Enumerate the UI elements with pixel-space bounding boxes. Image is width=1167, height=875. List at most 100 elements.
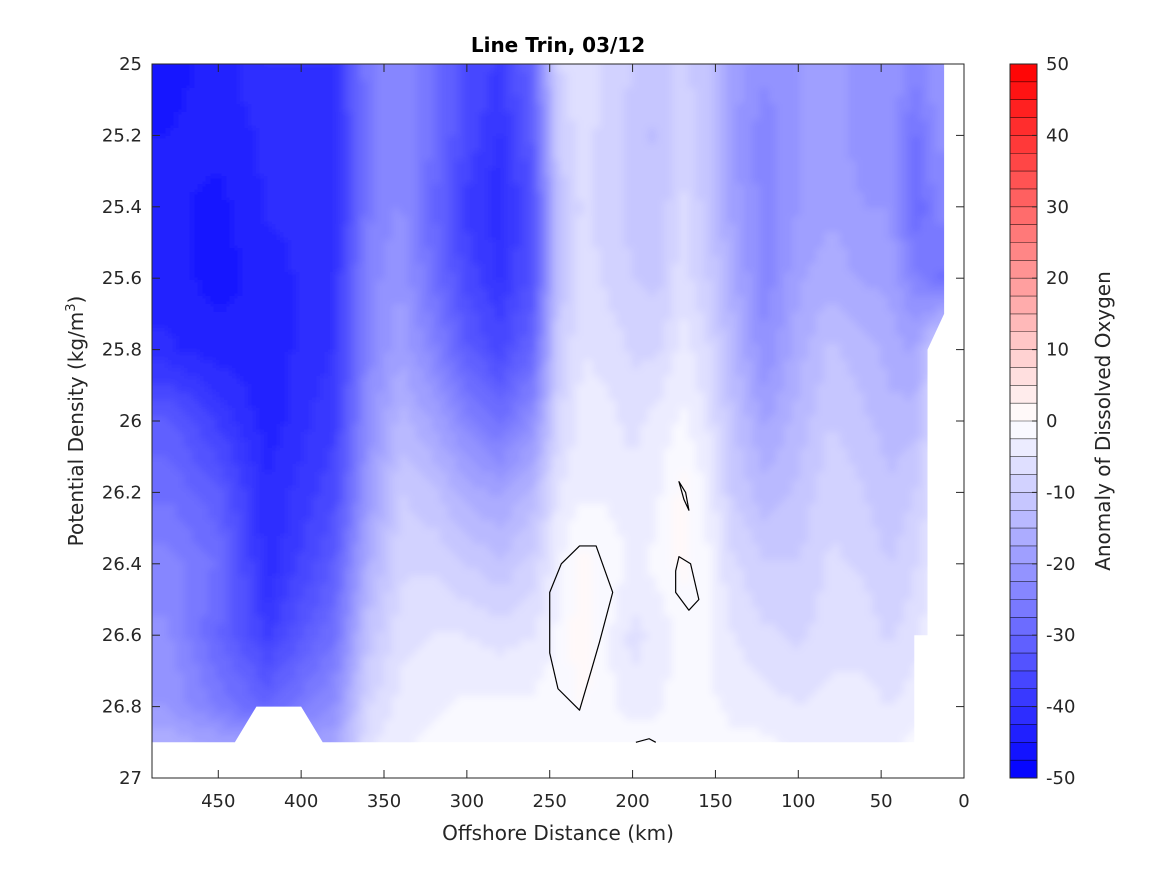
contour-cell (240, 208, 249, 217)
contour-cell (168, 264, 177, 273)
contour-cell (512, 216, 521, 225)
contour-cell (848, 256, 857, 265)
contour-cell (328, 88, 337, 97)
contour-cell (552, 336, 561, 345)
contour-cell (512, 224, 521, 233)
contour-cell (888, 272, 897, 281)
contour-cell (568, 112, 577, 121)
contour-cell (488, 288, 497, 297)
contour-cell (864, 72, 873, 81)
contour-cell (200, 392, 209, 401)
contour-cell (208, 152, 217, 161)
contour-cell (704, 280, 713, 289)
contour-cell (864, 104, 873, 113)
contour-cell (752, 64, 761, 73)
contour-cell (640, 240, 649, 249)
contour-cell (472, 184, 481, 193)
contour-cell (872, 208, 881, 217)
contour-cell (320, 80, 329, 89)
contour-cell (392, 432, 401, 441)
contour-cell (920, 128, 929, 137)
contour-cell (448, 160, 457, 169)
contour-cell (696, 64, 705, 73)
contour-cell (456, 208, 465, 217)
contour-cell (424, 208, 433, 217)
contour-cell (840, 400, 849, 409)
contour-cell (536, 144, 545, 153)
contour-cell (240, 368, 249, 377)
contour-cell (832, 296, 841, 305)
contour-cell (168, 232, 177, 241)
contour-cell (648, 64, 657, 73)
contour-cell (432, 152, 441, 161)
contour-cell (808, 416, 817, 425)
contour-cell (696, 128, 705, 137)
contour-cell (264, 272, 273, 281)
contour-cell (784, 160, 793, 169)
contour-cell (448, 192, 457, 201)
contour-cell (504, 280, 513, 289)
contour-cell (688, 336, 697, 345)
contour-cell (632, 224, 641, 233)
contour-cell (576, 360, 585, 369)
contour-cell (408, 72, 417, 81)
contour-cell (784, 200, 793, 209)
contour-cell (328, 424, 337, 433)
contour-cell (624, 256, 633, 265)
contour-cell (880, 248, 889, 257)
contour-cell (656, 432, 665, 441)
contour-cell (632, 280, 641, 289)
contour-cell (856, 136, 865, 145)
contour-cell (296, 272, 305, 281)
contour-cell (360, 312, 369, 321)
contour-cell (680, 344, 689, 353)
contour-cell (272, 80, 281, 89)
contour-cell (336, 152, 345, 161)
contour-cell (200, 232, 209, 241)
contour-cell (560, 280, 569, 289)
contour-cell (736, 328, 745, 337)
contour-cell (584, 216, 593, 225)
contour-cell (848, 328, 857, 337)
contour-cell (416, 192, 425, 201)
contour-cell (624, 376, 633, 385)
contour-cell (280, 304, 289, 313)
contour-cell (488, 216, 497, 225)
contour-cell (400, 416, 409, 425)
contour-cell (792, 296, 801, 305)
contour-cell (160, 64, 169, 73)
contour-cell (152, 336, 161, 345)
contour-cell (816, 224, 825, 233)
contour-cell (288, 216, 297, 225)
contour-cell (672, 192, 681, 201)
contour-cell (264, 392, 273, 401)
contour-cell (400, 248, 409, 257)
contour-cell (424, 392, 433, 401)
contour-cell (360, 368, 369, 377)
contour-cell (184, 336, 193, 345)
contour-cell (800, 312, 809, 321)
contour-cell (208, 144, 217, 153)
contour-cell (752, 200, 761, 209)
contour-cell (224, 120, 233, 129)
contour-cell (304, 384, 313, 393)
contour-cell (656, 80, 665, 89)
contour-cell (568, 96, 577, 105)
contour-cell (864, 64, 873, 73)
contour-cell (440, 136, 449, 145)
contour-cell (152, 368, 161, 377)
contour-cell (456, 240, 465, 249)
contour-cell (408, 384, 417, 393)
contour-cell (200, 128, 209, 137)
contour-cell (656, 168, 665, 177)
contour-cell (416, 232, 425, 241)
contour-cell (568, 336, 577, 345)
contour-cell (216, 200, 225, 209)
contour-cell (808, 216, 817, 225)
contour-cell (968, 272, 977, 281)
contour-cell (480, 360, 489, 369)
contour-cell (448, 408, 457, 417)
contour-cell (568, 344, 577, 353)
contour-cell (616, 64, 625, 73)
contour-cell (912, 240, 921, 249)
